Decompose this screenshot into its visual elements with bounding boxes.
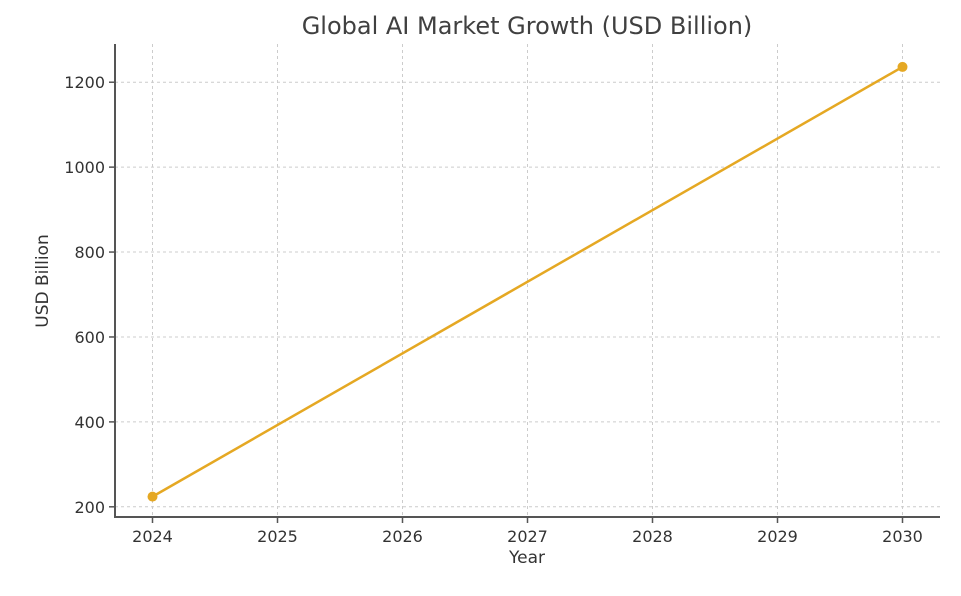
x-tick-label: 2027 (507, 527, 548, 546)
series-layer (147, 61, 908, 502)
axes (114, 44, 940, 518)
y-tick-label: 800 (74, 243, 105, 262)
y-tick-label: 1200 (64, 73, 105, 92)
y-tick-label: 600 (74, 328, 105, 347)
x-tick-label: 2024 (132, 527, 173, 546)
y-tick-label: 200 (74, 498, 105, 517)
x-tick-label: 2025 (257, 527, 298, 546)
chart-title: Global AI Market Growth (USD Billion) (302, 12, 753, 40)
data-point (897, 61, 908, 72)
axis-spines (114, 44, 940, 518)
x-tick-label: 2026 (382, 527, 423, 546)
y-tick-label: 400 (74, 413, 105, 432)
y-tick-label: 1000 (64, 158, 105, 177)
series-line (151, 65, 904, 498)
ticks: 2024 2025 2026 2027 2028 2029 2030 200 400 600 800… (64, 73, 923, 546)
data-point (147, 491, 158, 502)
x-axis-label: Year (508, 548, 545, 568)
x-tick-label: 2029 (757, 527, 798, 546)
y-axis-label: USD Billion (33, 234, 53, 327)
x-tick-label: 2030 (882, 527, 923, 546)
x-tick-label: 2028 (632, 527, 673, 546)
